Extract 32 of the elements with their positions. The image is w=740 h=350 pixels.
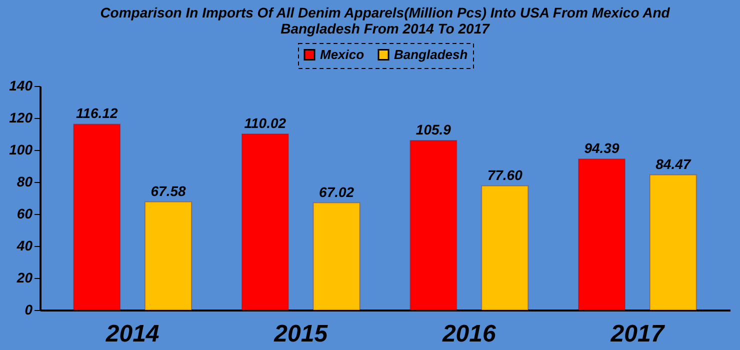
data-label: 67.58: [150, 182, 186, 199]
legend-label: Mexico: [320, 46, 364, 62]
data-label: 94.39: [584, 140, 620, 156]
y-tick-label: 40: [16, 238, 33, 254]
bar: [578, 158, 626, 310]
data-label: 67.02: [319, 184, 354, 200]
y-tick-label: 100: [9, 142, 33, 158]
y-tick-label: 0: [24, 302, 33, 318]
bar: [241, 133, 289, 310]
y-tick-label: 80: [16, 174, 33, 190]
bar: [649, 174, 697, 310]
bar: [312, 202, 360, 310]
bar: [73, 124, 121, 310]
data-label: 84.47: [656, 156, 692, 172]
y-tick-label: 140: [9, 78, 33, 94]
text: Comparison In Imports Of All Denim Apparels(Million Pcs) Into USA From Mexico And: [100, 4, 670, 20]
bar: [410, 140, 458, 310]
x-tick-label: 2016: [441, 320, 496, 348]
data-label: 116.12: [76, 105, 118, 122]
bar: [144, 201, 192, 310]
text: Bangladesh From 2014 To 2017: [280, 20, 490, 36]
legend-label: Bangladesh: [394, 46, 468, 62]
data-label: 77.60: [487, 166, 523, 183]
y-tick-label: 60: [16, 206, 33, 222]
data-label: 105.9: [416, 122, 452, 138]
x-tick-label: 2014: [104, 320, 160, 348]
x-tick-label: 2015: [273, 320, 328, 348]
x-tick-label: 2017: [610, 320, 666, 348]
bar: [481, 185, 529, 310]
data-label: 110.02: [244, 114, 286, 131]
y-tick-label: 20: [16, 270, 33, 286]
y-tick-label: 120: [9, 110, 33, 126]
